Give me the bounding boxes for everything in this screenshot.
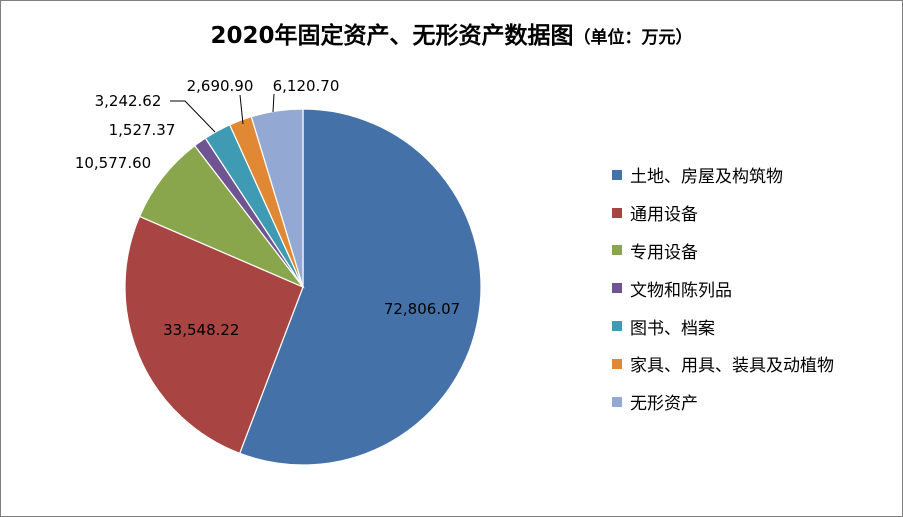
- legend-label: 土地、房屋及构筑物: [630, 167, 783, 188]
- legend-label: 家具、用具、装具及动植物: [630, 356, 834, 377]
- legend-item: 通用设备: [612, 194, 834, 232]
- data-label: 6,120.70: [273, 77, 340, 95]
- legend-label: 无形资产: [630, 394, 698, 415]
- data-label: 72,806.07: [384, 300, 460, 318]
- chart-title-main: 2020年固定资产、无形资产数据图: [210, 23, 574, 49]
- chart-title: 2020年固定资产、无形资产数据图（单位：万元）: [0, 16, 903, 50]
- legend-item: 家具、用具、装具及动植物: [612, 345, 834, 383]
- data-label: 10,577.60: [75, 154, 151, 172]
- legend-swatch: [612, 321, 622, 332]
- legend-item: 土地、房屋及构筑物: [612, 156, 834, 194]
- legend-swatch: [612, 283, 622, 294]
- pie-slice: [138, 144, 305, 289]
- pie-slice: [124, 215, 304, 455]
- legend-swatch: [612, 245, 622, 256]
- legend-label: 文物和陈列品: [630, 280, 732, 301]
- leader-line: [239, 94, 244, 125]
- legend-swatch: [612, 207, 622, 218]
- pie-slice: [238, 108, 482, 466]
- data-label: 2,690.90: [187, 77, 254, 95]
- legend-item: 无形资产: [612, 383, 834, 421]
- data-label: 1,527.37: [109, 121, 176, 139]
- legend-item: 专用设备: [612, 232, 834, 270]
- legend-swatch: [612, 358, 622, 369]
- data-label: 3,242.62: [95, 92, 162, 110]
- leader-line: [272, 93, 275, 113]
- pie-slice: [250, 108, 304, 288]
- chart-title-unit: （单位：万元）: [573, 28, 693, 48]
- chart-legend: 土地、房屋及构筑物 通用设备专用设备文物和陈列品 图书、档案家具、用具、装具及动植物…: [612, 156, 834, 421]
- leader-line: [170, 100, 216, 133]
- legend-swatch: [612, 169, 622, 180]
- legend-label: 专用设备: [630, 242, 698, 263]
- legend-item: 图书、档案: [612, 307, 834, 345]
- legend-label: 图书、档案: [630, 318, 715, 339]
- legend-label: 通用设备: [630, 205, 698, 226]
- data-label: 33,548.22: [163, 321, 239, 339]
- legend-swatch: [612, 396, 622, 407]
- legend-item: 文物和陈列品: [612, 269, 834, 307]
